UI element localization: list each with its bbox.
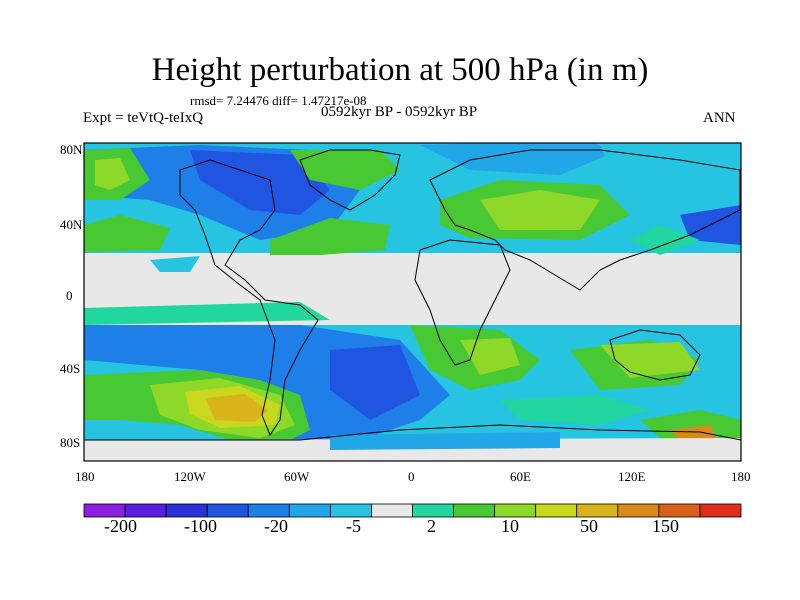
lat-tick-label: 0	[66, 288, 73, 303]
lon-tick-label: 180	[75, 469, 95, 484]
colorbar	[83, 503, 742, 518]
colorbar-label: 50	[580, 516, 598, 536]
lon-tick-label: 60E	[510, 469, 531, 484]
map-frame	[83, 142, 742, 462]
lon-tick-label: 120W	[174, 469, 207, 484]
colorbar-label: -5	[346, 516, 361, 536]
colorbar-swatch	[453, 503, 496, 518]
colorbar-swatch	[535, 503, 578, 518]
stats-text: rmsd= 7.24476 diff= 1.47217e-08	[190, 93, 367, 108]
lon-tick-label: 180	[731, 469, 751, 484]
longitude-axis: 180 120W 60W 0 60E 120E 180	[75, 469, 751, 484]
experiment-label: Expt = teVtQ-teIxQ	[83, 110, 204, 126]
season-label: ANN	[703, 110, 736, 126]
lon-tick-label: 60W	[284, 469, 310, 484]
lon-tick-label: 0	[408, 469, 415, 484]
colorbar-label: -20	[264, 516, 288, 536]
colorbar-label: 150	[652, 516, 679, 536]
colorbar-label: -100	[184, 516, 217, 536]
colorbar-label: 10	[501, 516, 519, 536]
chart-title: Height perturbation at 500 hPa (in m)	[151, 52, 649, 88]
lat-tick-label: 80N	[60, 142, 83, 157]
colorbar-swatch	[288, 503, 331, 518]
lon-tick-label: 120E	[618, 469, 646, 484]
lat-tick-label: 40N	[60, 217, 83, 232]
contour-field	[84, 143, 741, 461]
colorbar-swatch	[699, 503, 742, 518]
colorbar-labels: -200 -100 -20 -5 2 10 50 150	[104, 516, 679, 536]
colorbar-swatch	[371, 503, 413, 518]
colorbar-label: -200	[104, 516, 137, 536]
lat-tick-label: 80S	[60, 435, 80, 450]
colorbar-label: 2	[427, 516, 436, 536]
period-label: 0592kyr BP - 0592kyr BP	[321, 104, 478, 120]
lat-tick-label: 40S	[60, 361, 80, 376]
latitude-axis: 80N 40N 0 40S 80S	[60, 142, 83, 450]
